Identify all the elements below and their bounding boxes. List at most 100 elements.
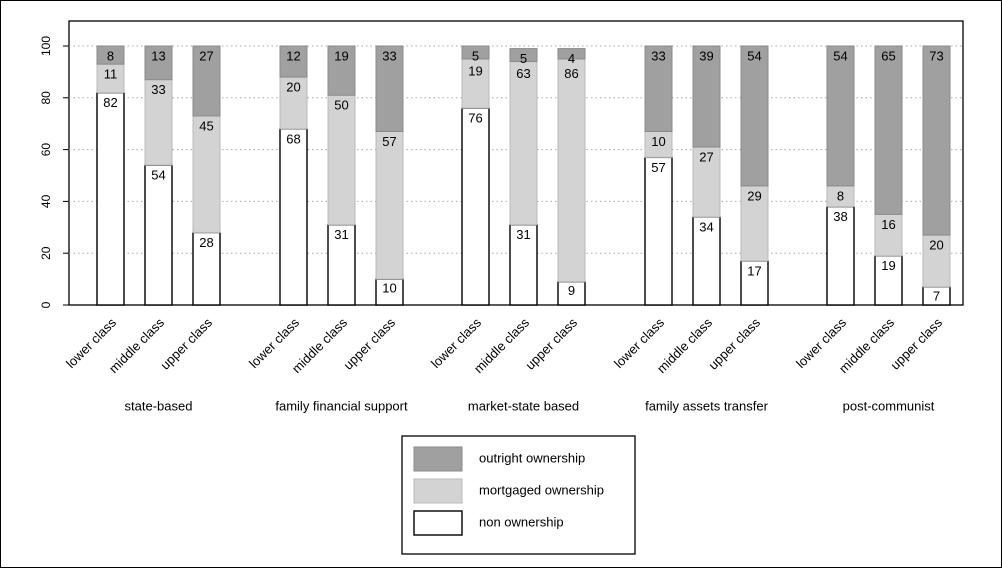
x-tick-label: upper class	[522, 315, 580, 373]
data-label-outright-ownership: 4	[568, 51, 575, 66]
data-label-non-ownership: 31	[516, 227, 530, 242]
bar-segment-outright-ownership	[644, 45, 673, 132]
data-label-mortgaged-ownership: 86	[564, 66, 578, 81]
bar-segment-non-ownership	[644, 156, 673, 306]
bar-segment-non-ownership	[144, 164, 173, 306]
group-label: family financial support	[275, 398, 408, 413]
data-label-bg	[331, 227, 352, 243]
data-label-non-ownership: 68	[286, 131, 300, 146]
data-label-non-ownership: 31	[334, 227, 348, 242]
data-label-bg	[283, 131, 304, 147]
bar-segment-outright-ownership	[327, 45, 356, 96]
legend-label-non-ownership: non ownership	[479, 514, 564, 529]
data-label-outright-ownership: 33	[651, 48, 665, 63]
data-label-mortgaged-ownership: 57	[382, 134, 396, 149]
data-label-non-ownership: 76	[468, 111, 482, 126]
group-label: market-state based	[468, 398, 579, 413]
data-label-outright-ownership: 39	[699, 48, 713, 63]
data-label-outright-ownership: 13	[151, 48, 165, 63]
bar-segment-outright-ownership	[692, 45, 721, 148]
x-tick-label: upper class	[340, 315, 398, 373]
bar-segment-mortgaged-ownership	[144, 79, 173, 166]
data-label-bg	[148, 168, 169, 184]
data-label-non-ownership: 9	[568, 283, 575, 298]
data-label-mortgaged-ownership: 11	[104, 67, 118, 82]
x-tick-label: upper class	[157, 315, 215, 373]
bar-segment-outright-ownership	[509, 48, 538, 63]
y-tick-label: 60	[39, 143, 53, 157]
legend-label-mortgaged-ownership: mortgaged ownership	[479, 482, 604, 497]
data-label-outright-ownership: 54	[747, 48, 761, 63]
bar-segment-outright-ownership	[826, 45, 855, 187]
data-label-mortgaged-ownership: 29	[747, 188, 761, 203]
group-label: state-based	[125, 398, 193, 413]
group-label: family assets transfer	[645, 398, 768, 413]
bar-segment-outright-ownership	[192, 45, 221, 117]
bar-segment-outright-ownership	[96, 45, 125, 65]
y-tick-label: 100	[39, 36, 53, 56]
y-tick-label: 80	[39, 91, 53, 105]
data-label-non-ownership: 38	[833, 209, 847, 224]
bar-segment-outright-ownership	[740, 45, 769, 187]
data-label-non-ownership: 28	[199, 235, 213, 250]
data-label-non-ownership: 57	[651, 160, 665, 175]
y-tick-label: 20	[39, 246, 53, 260]
bar-segment-mortgaged-ownership	[461, 58, 490, 109]
bar-segment-mortgaged-ownership	[509, 61, 538, 226]
data-label-bg	[196, 235, 217, 251]
group-label: post-communist	[843, 398, 935, 413]
data-label-bg	[513, 227, 534, 243]
data-label-non-ownership: 54	[151, 168, 165, 183]
data-label-outright-ownership: 19	[334, 48, 348, 63]
data-label-bg	[830, 209, 851, 225]
bar-segment-mortgaged-ownership	[644, 130, 673, 158]
y-tick-label: 40	[39, 194, 53, 208]
bar-segment-mortgaged-ownership	[557, 58, 586, 283]
data-label-non-ownership: 17	[747, 263, 761, 278]
bar-segment-mortgaged-ownership	[692, 146, 721, 218]
legend-swatch-mortgaged-ownership	[413, 478, 463, 504]
data-label-outright-ownership: 54	[833, 48, 847, 63]
bar-segment-non-ownership	[279, 128, 308, 306]
bar-segment-outright-ownership	[279, 45, 308, 78]
data-label-bg	[379, 281, 400, 297]
legend-label-outright-ownership: outright ownership	[479, 450, 585, 465]
data-label-mortgaged-ownership: 20	[286, 80, 300, 95]
data-label-mortgaged-ownership: 20	[929, 238, 943, 253]
data-label-bg	[100, 95, 121, 111]
data-label-bg	[930, 288, 943, 304]
data-label-mortgaged-ownership: 33	[151, 82, 165, 97]
data-label-non-ownership: 82	[103, 95, 117, 110]
data-label-outright-ownership: 73	[929, 48, 943, 63]
legend-swatch-outright-ownership	[413, 446, 463, 472]
data-label-mortgaged-ownership: 27	[699, 149, 713, 164]
data-label-outright-ownership: 12	[286, 48, 300, 63]
bar-segment-outright-ownership	[144, 45, 173, 81]
data-label-non-ownership: 7	[933, 288, 940, 303]
data-label-non-ownership: 19	[881, 258, 895, 273]
data-label-non-ownership: 10	[382, 281, 396, 296]
data-label-mortgaged-ownership: 16	[881, 217, 895, 232]
bar-segment-non-ownership	[96, 91, 125, 306]
data-label-bg	[696, 219, 717, 235]
bar-segment-mortgaged-ownership	[279, 76, 308, 130]
data-label-bg	[465, 111, 486, 127]
bar-segment-mortgaged-ownership	[740, 185, 769, 262]
data-label-non-ownership: 34	[699, 219, 713, 234]
data-label-mortgaged-ownership: 8	[837, 188, 844, 203]
data-label-outright-ownership: 33	[382, 48, 396, 63]
bar-segment-outright-ownership	[922, 45, 951, 236]
bar-segment-outright-ownership	[375, 45, 404, 132]
data-label-mortgaged-ownership: 10	[651, 134, 665, 149]
bar-segment-outright-ownership	[874, 45, 903, 215]
bar-segment-mortgaged-ownership	[327, 94, 356, 226]
data-label-outright-ownership: 5	[520, 51, 527, 66]
bar-segment-outright-ownership	[461, 45, 490, 60]
data-label-bg	[744, 263, 765, 279]
data-label-outright-ownership: 27	[199, 48, 213, 63]
legend-swatch-non-ownership	[413, 510, 463, 536]
data-label-outright-ownership: 65	[881, 48, 895, 63]
data-label-bg	[565, 283, 578, 299]
